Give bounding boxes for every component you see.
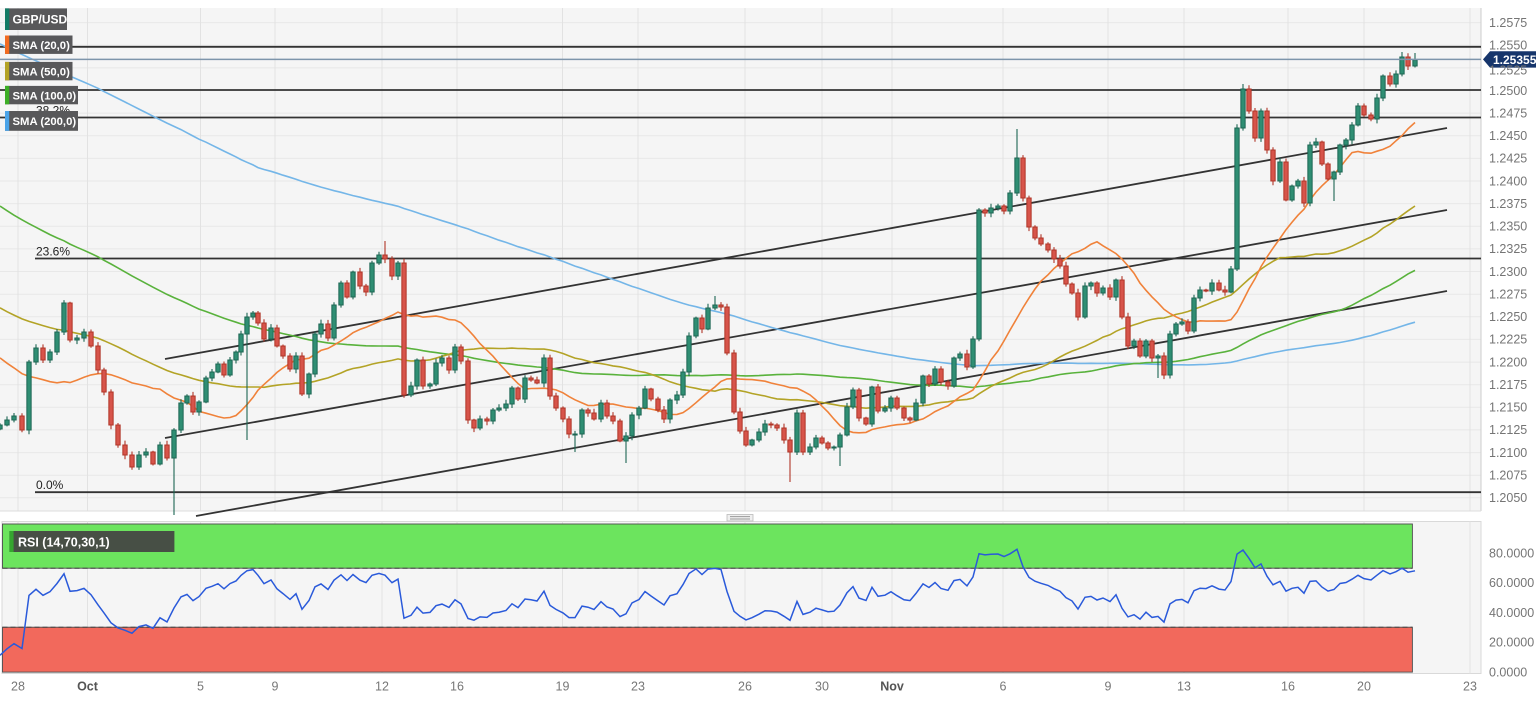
svg-text:60.0000: 60.0000 — [1489, 576, 1534, 590]
svg-text:SMA (200,0): SMA (200,0) — [13, 116, 77, 128]
svg-text:RSI (14,70,30,1): RSI (14,70,30,1) — [18, 536, 110, 550]
svg-text:26: 26 — [738, 680, 752, 694]
svg-text:1.2325: 1.2325 — [1489, 242, 1527, 256]
svg-text:20: 20 — [1357, 680, 1371, 694]
svg-text:1.2100: 1.2100 — [1489, 446, 1527, 460]
svg-text:80.0000: 80.0000 — [1489, 546, 1534, 560]
svg-text:0.0%: 0.0% — [36, 478, 64, 492]
svg-text:1.2350: 1.2350 — [1489, 220, 1527, 234]
svg-text:23.6%: 23.6% — [36, 245, 70, 259]
svg-text:1.2200: 1.2200 — [1489, 355, 1527, 369]
svg-text:1.2475: 1.2475 — [1489, 106, 1527, 120]
svg-text:23: 23 — [631, 680, 645, 694]
svg-text:1.2450: 1.2450 — [1489, 129, 1527, 143]
svg-text:SMA (20,0): SMA (20,0) — [13, 40, 71, 52]
svg-text:6: 6 — [1000, 680, 1007, 694]
svg-text:1.2275: 1.2275 — [1489, 288, 1527, 302]
svg-text:1.2075: 1.2075 — [1489, 469, 1527, 483]
svg-text:1.2225: 1.2225 — [1489, 333, 1527, 347]
svg-text:19: 19 — [556, 680, 570, 694]
svg-text:1.2175: 1.2175 — [1489, 378, 1527, 392]
svg-text:1.2250: 1.2250 — [1489, 310, 1527, 324]
svg-text:16: 16 — [450, 680, 464, 694]
svg-text:16: 16 — [1281, 680, 1295, 694]
svg-text:1.2400: 1.2400 — [1489, 174, 1527, 188]
svg-text:1.2125: 1.2125 — [1489, 423, 1527, 437]
svg-text:1.2150: 1.2150 — [1489, 401, 1527, 415]
svg-text:9: 9 — [1105, 680, 1112, 694]
svg-text:1.2425: 1.2425 — [1489, 152, 1527, 166]
svg-text:1.2500: 1.2500 — [1489, 84, 1527, 98]
svg-text:28: 28 — [11, 680, 25, 694]
svg-text:0.0000: 0.0000 — [1489, 665, 1527, 679]
svg-text:1.2375: 1.2375 — [1489, 197, 1527, 211]
svg-text:5: 5 — [197, 680, 204, 694]
svg-text:12: 12 — [375, 680, 389, 694]
svg-text:SMA (100,0): SMA (100,0) — [13, 90, 77, 102]
svg-text:GBP/USD: GBP/USD — [13, 12, 68, 26]
svg-text:13: 13 — [1177, 680, 1191, 694]
svg-text:1.2575: 1.2575 — [1489, 16, 1527, 30]
svg-text:1.2550: 1.2550 — [1489, 39, 1527, 53]
svg-text:23: 23 — [1463, 680, 1477, 694]
svg-text:9: 9 — [272, 680, 279, 694]
svg-text:Nov: Nov — [880, 680, 904, 694]
svg-text:40.0000: 40.0000 — [1489, 606, 1534, 620]
svg-text:30: 30 — [815, 680, 829, 694]
svg-text:1.2300: 1.2300 — [1489, 265, 1527, 279]
svg-text:20.0000: 20.0000 — [1489, 636, 1534, 650]
svg-text:1.2525: 1.2525 — [1489, 63, 1527, 77]
svg-text:1.25355: 1.25355 — [1493, 53, 1536, 67]
svg-text:Oct: Oct — [77, 680, 99, 694]
svg-text:SMA (50,0): SMA (50,0) — [13, 66, 71, 78]
svg-text:1.2050: 1.2050 — [1489, 491, 1527, 505]
